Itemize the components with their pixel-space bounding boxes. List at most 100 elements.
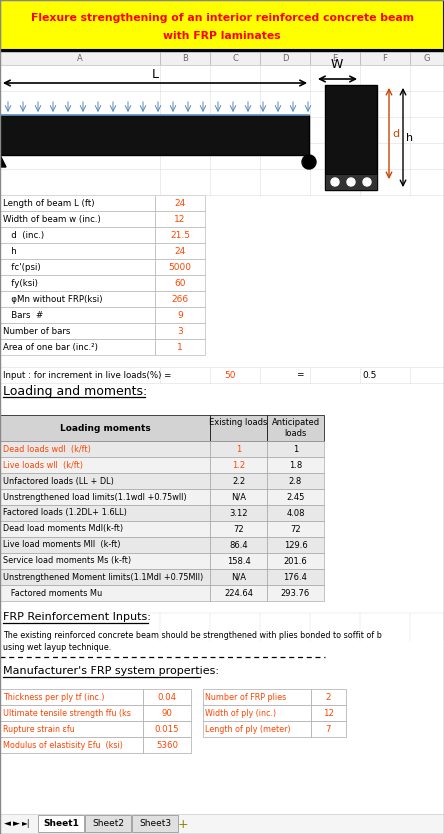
- Text: F: F: [383, 54, 388, 63]
- Text: N/A: N/A: [231, 493, 246, 501]
- Text: Area of one bar (inc.²): Area of one bar (inc.²): [3, 343, 98, 351]
- Text: The existing reinforced concrete beam should be strengthened with plies bonded t: The existing reinforced concrete beam sh…: [3, 631, 382, 640]
- Bar: [155, 275, 205, 291]
- Bar: [325, 85, 377, 190]
- Text: Modulus of elastisity Efu  (ksi): Modulus of elastisity Efu (ksi): [3, 741, 123, 750]
- Bar: [203, 721, 311, 737]
- Text: 0.5: 0.5: [363, 370, 377, 379]
- Bar: [311, 705, 346, 721]
- Bar: [203, 689, 311, 705]
- Text: ►|: ►|: [22, 820, 31, 828]
- Bar: [0, 307, 155, 323]
- Text: Length of beam L (ft): Length of beam L (ft): [3, 198, 95, 208]
- Text: Sheet2: Sheet2: [92, 820, 124, 828]
- Bar: [155, 291, 205, 307]
- Text: Sheet3: Sheet3: [139, 820, 171, 828]
- Bar: [155, 323, 205, 339]
- Text: with FRP laminates: with FRP laminates: [163, 31, 281, 41]
- Text: Anticipated: Anticipated: [271, 418, 320, 427]
- Bar: [267, 553, 324, 569]
- Text: 9: 9: [177, 310, 183, 319]
- Bar: [143, 705, 191, 721]
- Text: using wet layup technique.: using wet layup technique.: [3, 642, 111, 651]
- Bar: [0, 441, 210, 457]
- Text: 2.45: 2.45: [286, 493, 305, 501]
- Bar: [0, 115, 309, 155]
- Text: Thickness per ply tf (inc.): Thickness per ply tf (inc.): [3, 692, 104, 701]
- Text: 224.64: 224.64: [224, 589, 253, 597]
- Bar: [155, 259, 205, 275]
- Text: FRP Reinforcement Inputs:: FRP Reinforcement Inputs:: [3, 612, 151, 622]
- Text: Factored moments Mu: Factored moments Mu: [3, 589, 102, 597]
- Bar: [0, 259, 155, 275]
- Text: Unstrengthened Moment limits(1.1Mdl +0.75Mll): Unstrengthened Moment limits(1.1Mdl +0.7…: [3, 572, 203, 581]
- Bar: [0, 227, 155, 243]
- Text: 21.5: 21.5: [170, 230, 190, 239]
- Bar: [0, 705, 143, 721]
- Bar: [267, 569, 324, 585]
- Text: 72: 72: [290, 525, 301, 534]
- Polygon shape: [0, 155, 6, 167]
- Bar: [0, 275, 155, 291]
- Bar: [210, 569, 267, 585]
- Text: Live loads wll  (k/ft): Live loads wll (k/ft): [3, 460, 83, 470]
- Bar: [0, 537, 210, 553]
- Text: d  (inc.): d (inc.): [3, 230, 44, 239]
- Text: 1: 1: [236, 445, 241, 454]
- Text: 1.8: 1.8: [289, 460, 302, 470]
- Text: Number of FRP plies: Number of FRP plies: [205, 692, 286, 701]
- Bar: [210, 553, 267, 569]
- Text: ◄: ◄: [4, 820, 11, 828]
- Bar: [267, 457, 324, 473]
- Text: 158.4: 158.4: [226, 556, 250, 565]
- Bar: [0, 814, 444, 834]
- Bar: [267, 473, 324, 489]
- Text: 72: 72: [233, 525, 244, 534]
- Text: Service load moments Ms (k-ft): Service load moments Ms (k-ft): [3, 556, 131, 565]
- Text: Sheet1: Sheet1: [43, 820, 79, 828]
- Text: 129.6: 129.6: [284, 540, 307, 550]
- Bar: [0, 243, 155, 259]
- Text: 12: 12: [174, 214, 186, 224]
- Text: 0.04: 0.04: [158, 692, 177, 701]
- Text: 293.76: 293.76: [281, 589, 310, 597]
- Bar: [38, 815, 84, 832]
- Bar: [267, 489, 324, 505]
- Bar: [311, 721, 346, 737]
- Text: Factored loads (1.2DL+ 1.6LL): Factored loads (1.2DL+ 1.6LL): [3, 509, 127, 518]
- Text: 50: 50: [224, 370, 236, 379]
- Bar: [267, 521, 324, 537]
- Bar: [0, 473, 210, 489]
- Bar: [210, 473, 267, 489]
- Bar: [155, 227, 205, 243]
- Text: Dead loads wdl  (k/ft): Dead loads wdl (k/ft): [3, 445, 91, 454]
- Text: 3: 3: [177, 326, 183, 335]
- Text: B: B: [182, 54, 188, 63]
- Text: Live load moments Mll  (k-ft): Live load moments Mll (k-ft): [3, 540, 120, 550]
- Text: 2: 2: [326, 692, 331, 701]
- Text: Number of bars: Number of bars: [3, 326, 71, 335]
- Bar: [155, 211, 205, 227]
- Circle shape: [363, 178, 371, 186]
- Bar: [210, 505, 267, 521]
- Bar: [0, 339, 155, 355]
- Bar: [0, 50, 444, 52]
- Text: 5360: 5360: [156, 741, 178, 750]
- Bar: [0, 505, 210, 521]
- Text: 201.6: 201.6: [284, 556, 307, 565]
- Text: Input : for increment in live loads(%) =: Input : for increment in live loads(%) =: [3, 370, 171, 379]
- Text: C: C: [232, 54, 238, 63]
- Bar: [143, 689, 191, 705]
- Text: 3.12: 3.12: [229, 509, 248, 518]
- Text: Rupture strain εfu: Rupture strain εfu: [3, 725, 75, 733]
- Bar: [210, 537, 267, 553]
- Bar: [0, 415, 210, 441]
- Text: Ultimate tensile strength ffu (ks: Ultimate tensile strength ffu (ks: [3, 709, 131, 717]
- Text: Manufacturer's FRP system properties:: Manufacturer's FRP system properties:: [3, 666, 219, 676]
- Text: Unfactored loads (LL + DL): Unfactored loads (LL + DL): [3, 476, 114, 485]
- Text: 0.015: 0.015: [155, 725, 179, 733]
- Text: 1: 1: [293, 445, 298, 454]
- Bar: [210, 441, 267, 457]
- Bar: [0, 195, 155, 211]
- Bar: [267, 415, 324, 441]
